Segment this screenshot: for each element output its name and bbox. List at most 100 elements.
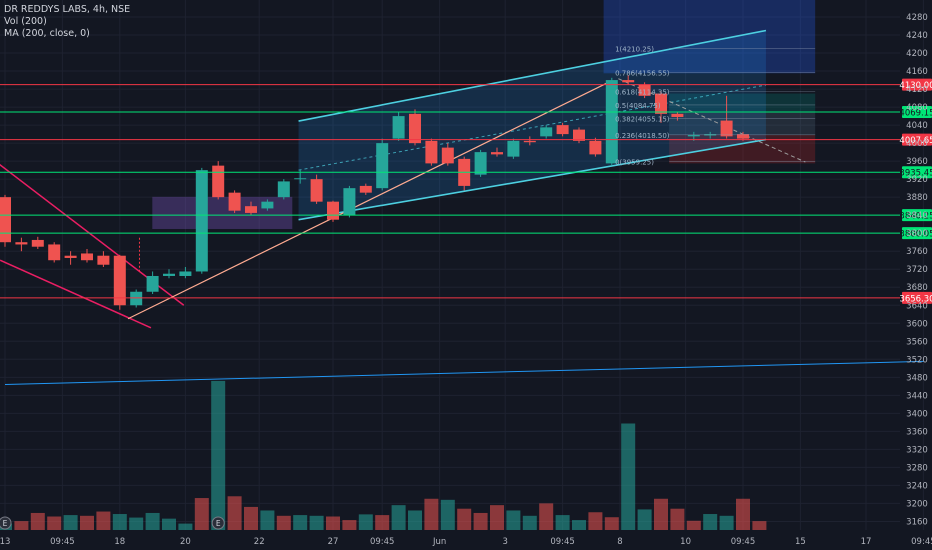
time-tick-label: 09:45 — [370, 537, 395, 547]
candlesticks — [0, 75, 749, 310]
volume-ma-line — [4, 360, 924, 385]
fib-label: 0.5(4084.75) — [615, 102, 661, 110]
candle-body — [277, 181, 290, 198]
candle-body — [671, 113, 684, 117]
candle-body — [573, 129, 585, 141]
time-tick-label: 15 — [795, 537, 806, 547]
channel-upper-line — [298, 29, 767, 122]
price-tick-label: 3520 — [906, 355, 928, 365]
candle-body — [687, 135, 700, 137]
volume-bar — [440, 499, 455, 530]
price-tick-label: 3880 — [906, 193, 928, 203]
fib-label: 1(4210.25) — [615, 45, 654, 53]
volume-bar — [522, 515, 537, 530]
candle-body — [359, 185, 372, 193]
candle-body — [130, 291, 143, 306]
time-axis[interactable]: 13 09:45 18 20 22 27 09:45 Jun 3 09:45 8 10 09:45 15 1… — [0, 537, 932, 547]
candle-body — [589, 140, 602, 155]
volume-bar — [539, 503, 554, 530]
candle-body — [376, 143, 389, 189]
fib-zone-green — [669, 93, 816, 113]
volume-bar — [112, 514, 127, 530]
volume-bar — [260, 510, 275, 530]
price-tick-label: 3440 — [906, 391, 928, 401]
channel-lower-line — [298, 138, 767, 221]
volume-bar — [14, 521, 29, 530]
earnings-marker-label: E — [216, 519, 221, 528]
volume-bar — [604, 517, 619, 530]
volume-bar — [703, 514, 718, 530]
symbol-legend[interactable]: DR REDDYS LABS, 4h, NSE — [4, 4, 131, 15]
candle-body — [343, 188, 356, 216]
price-tick-label: 3200 — [906, 499, 928, 509]
level-label: 3935.45 — [899, 169, 932, 179]
volume-bar — [736, 498, 750, 530]
candle-body — [195, 170, 208, 272]
downtrend-lower-line — [0, 259, 152, 329]
candle-body — [113, 255, 126, 306]
time-tick-label: Jun — [432, 537, 446, 547]
volume-legend[interactable]: Vol (200) — [4, 16, 47, 27]
level-tag — [902, 78, 932, 91]
fib-label: 0(3959.25) — [615, 158, 654, 166]
volume-bar — [227, 496, 242, 530]
volume-bar — [30, 512, 45, 530]
candle-body — [0, 197, 11, 243]
time-tick-label: 22 — [254, 537, 265, 547]
time-tick-label: 09:45 — [50, 537, 75, 547]
level-tag — [902, 291, 932, 304]
price-tick-label: 3720 — [906, 265, 928, 275]
time-tick-label: 10 — [680, 537, 691, 547]
fib-label: 0.236(4018.50) — [615, 132, 670, 140]
price-tick-label: 4040 — [906, 121, 928, 131]
volume-bar — [555, 515, 570, 530]
level-label: 4007.65 — [899, 136, 932, 146]
volume-bar — [572, 520, 586, 530]
volume-bar — [654, 498, 668, 530]
price-tick-label: 3160 — [906, 517, 928, 527]
candle-body — [294, 178, 307, 180]
volume-bar — [375, 515, 390, 530]
volume-bar — [588, 512, 603, 530]
price-tick-label: 3640 — [906, 301, 928, 311]
fib-zone-top — [603, 0, 816, 74]
price-tick-label: 3960 — [906, 157, 928, 167]
time-tick-label: 20 — [180, 537, 191, 547]
candle-body — [64, 255, 77, 258]
ma-legend[interactable]: MA (200, close, 0) — [4, 28, 90, 39]
price-axis[interactable]: 4280 4240 4200 4160 4120 4080 4040 4000 3960 3920… — [906, 13, 928, 527]
grid-lines — [0, 0, 924, 530]
candle-body — [409, 113, 421, 144]
volume-bar — [276, 515, 291, 530]
earnings-marker — [211, 516, 225, 530]
level-tag — [902, 209, 932, 222]
fib-label: 0.382(4055.15) — [615, 115, 670, 123]
candle-body — [540, 127, 553, 137]
volume-bar — [326, 516, 340, 530]
candle-body — [179, 271, 192, 276]
candle-body — [638, 84, 651, 96]
volume-bar — [457, 508, 472, 530]
volume-bar — [309, 515, 324, 530]
fib-projection-line — [618, 78, 806, 163]
volume-bar — [342, 520, 357, 530]
time-tick-label: 3 — [502, 537, 507, 547]
volume-bar — [47, 516, 62, 530]
volume-bar — [80, 515, 94, 530]
volume-bar — [637, 509, 652, 530]
price-tick-label: 4120 — [906, 85, 928, 95]
price-tick-label: 3600 — [906, 319, 928, 329]
volume-bar — [293, 515, 308, 530]
volume-bar — [358, 514, 373, 530]
volume-bar — [490, 505, 504, 530]
candle-body — [146, 275, 159, 292]
price-tick-label: 4240 — [906, 31, 928, 41]
level-tag — [902, 166, 932, 179]
price-tick-label: 3760 — [906, 247, 928, 257]
candle-body — [97, 255, 110, 265]
candle-body — [392, 116, 405, 139]
volume-bar — [244, 506, 258, 530]
price-tick-label: 3280 — [906, 463, 928, 473]
